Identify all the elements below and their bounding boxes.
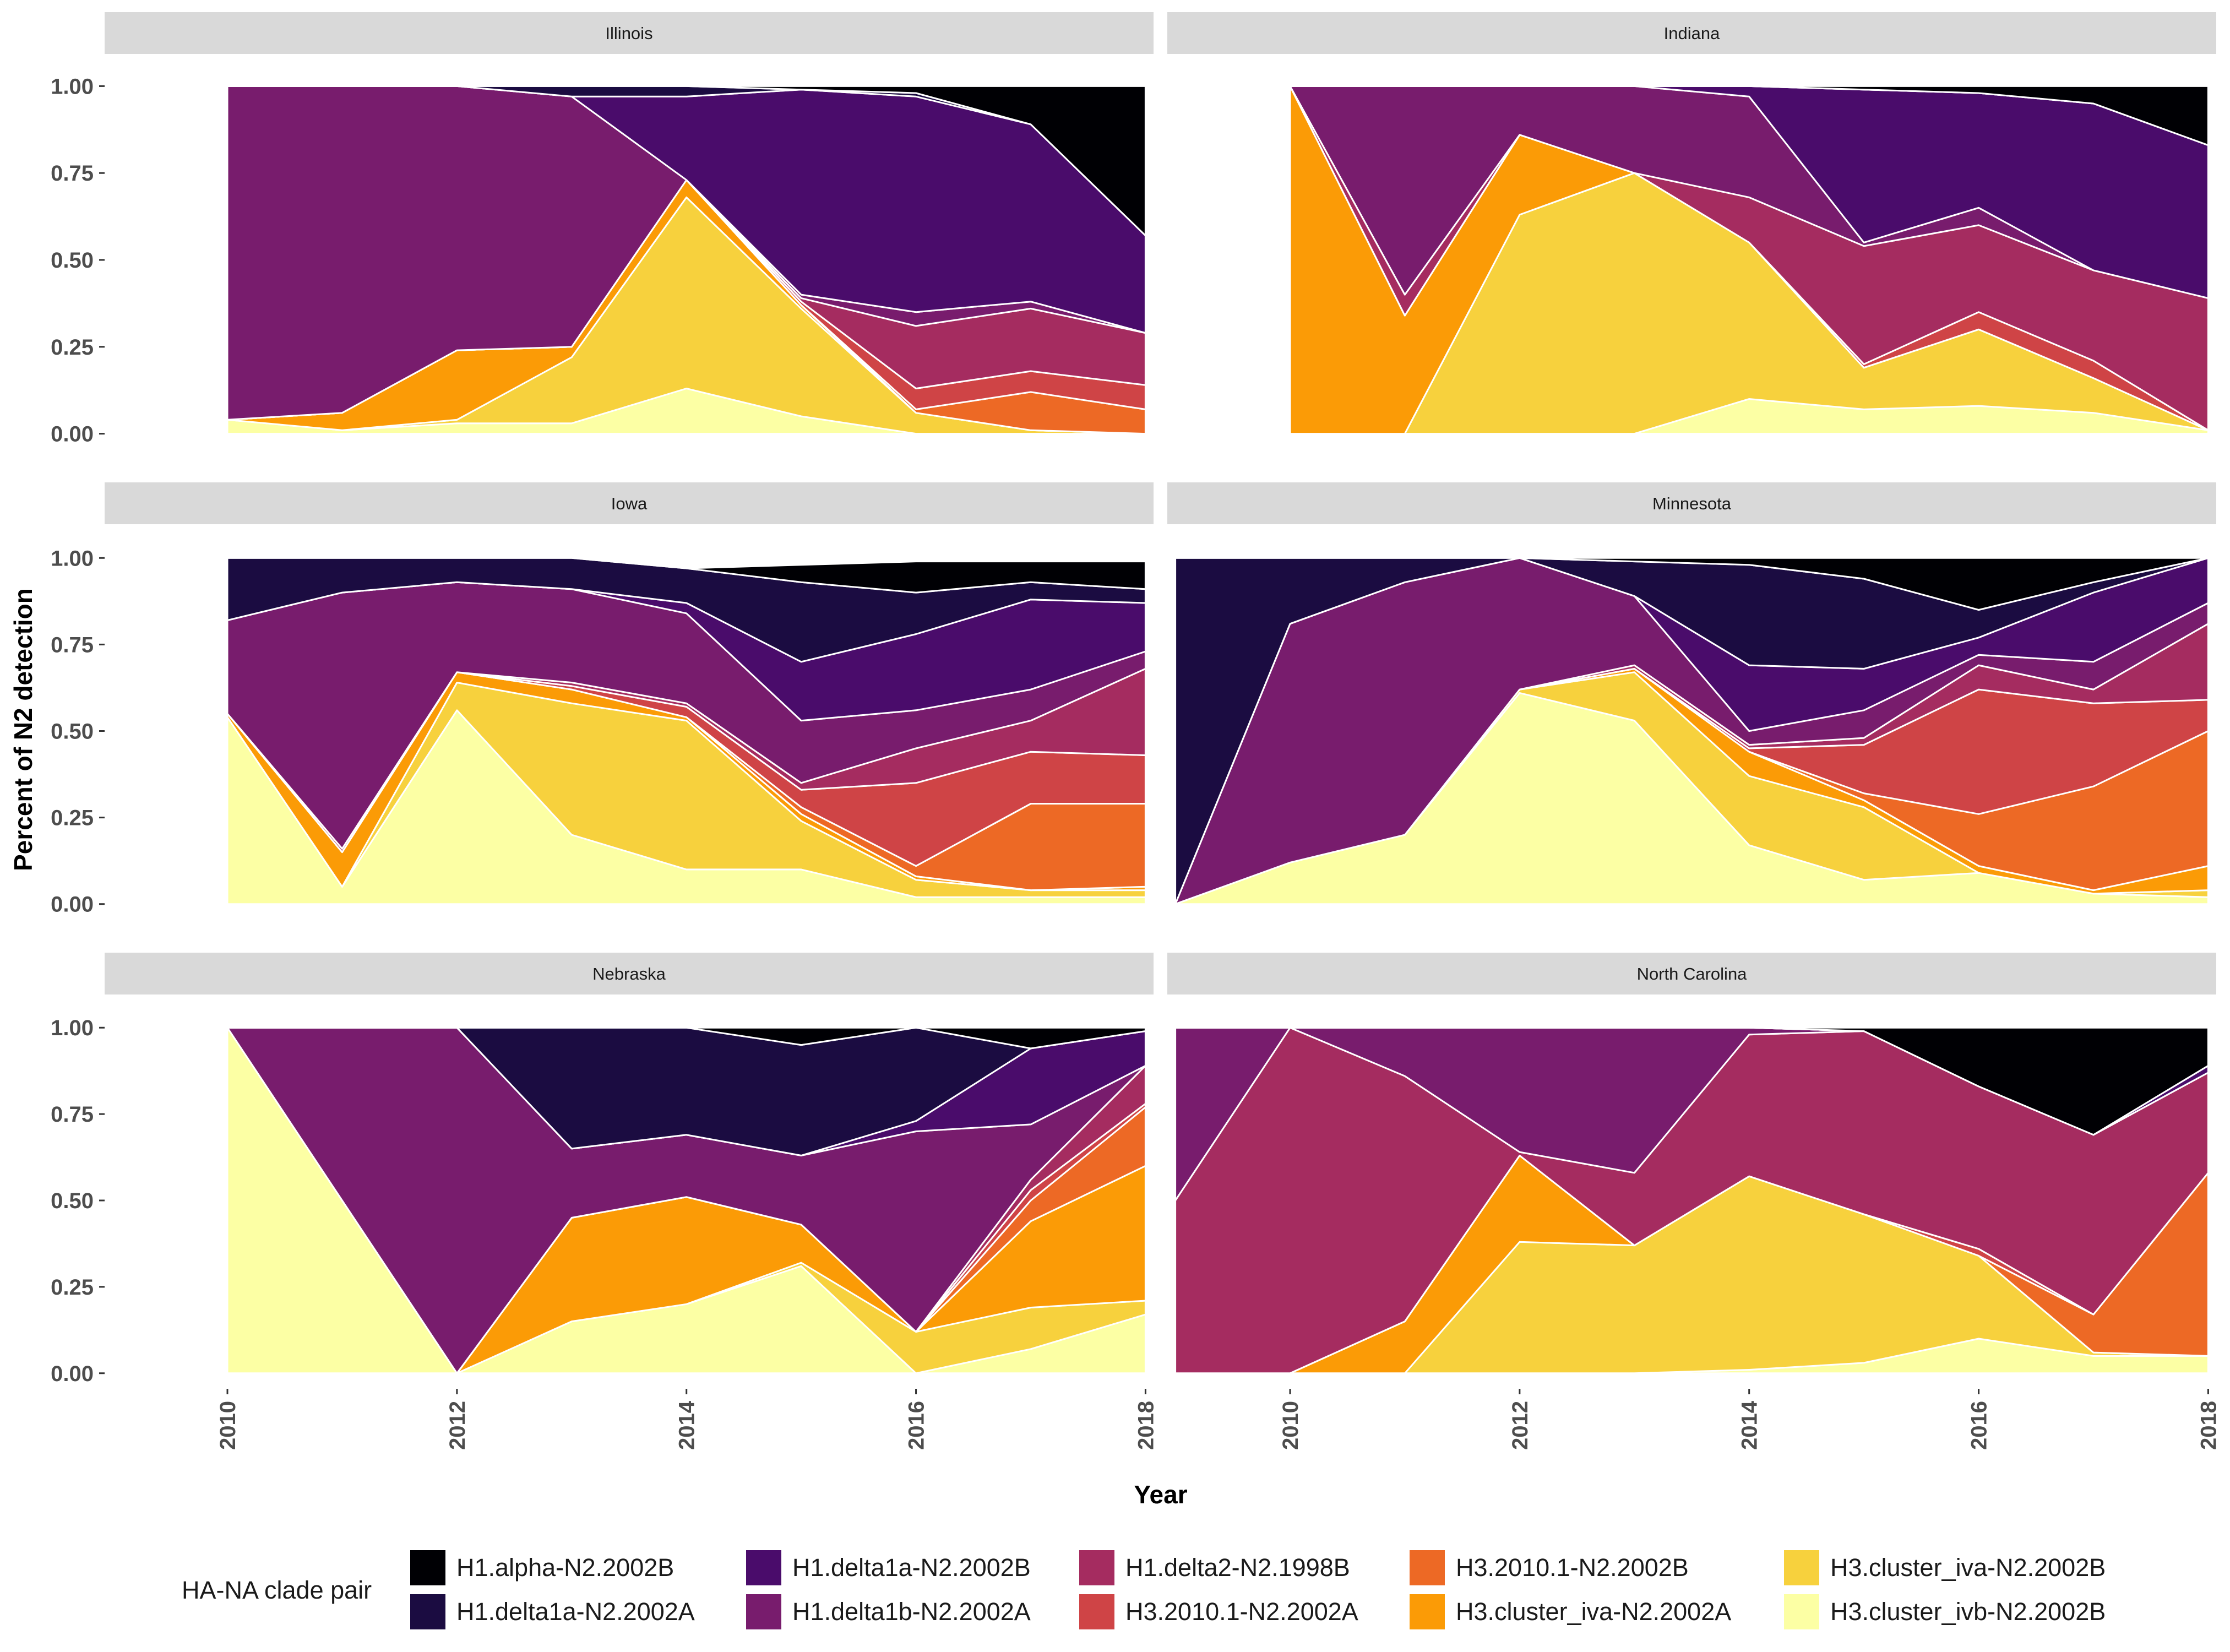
panel-strip bbox=[1167, 482, 2216, 524]
panel-title: Indiana bbox=[1664, 24, 1720, 43]
legend-label: H1.delta1a-N2.2002B bbox=[792, 1553, 1031, 1582]
legend-key bbox=[1079, 1550, 1114, 1585]
legend-label: H1.alpha-N2.2002B bbox=[456, 1553, 675, 1582]
panel-north-carolina: North Carolina 2010 2012 2014 2016 2018 bbox=[1167, 953, 2221, 1450]
y-tick-label: 0.75 bbox=[51, 633, 94, 657]
y-tick-label: 0.25 bbox=[51, 806, 94, 830]
y-tick-label: 1.00 bbox=[51, 74, 94, 99]
y-tick-label: 0.75 bbox=[51, 161, 94, 186]
legend-item-h1-alpha-n2-2002b: H1.alpha-N2.2002B bbox=[410, 1550, 674, 1585]
panel-indiana: Indiana bbox=[1167, 12, 2216, 435]
legend-label: H1.delta1b-N2.2002A bbox=[792, 1597, 1031, 1626]
legend-item-h3-cluster-iva-n2-2002b: H3.cluster_iva-N2.2002B bbox=[1784, 1550, 2106, 1585]
panel-iowa: Iowa 0.00 0.25 0.50 0.75 1.00 bbox=[51, 482, 1154, 917]
legend-item-h1-delta1a-n2-2002a: H1.delta1a-N2.2002A bbox=[410, 1594, 695, 1629]
legend-key bbox=[1410, 1550, 1445, 1585]
y-tick-label: 0.25 bbox=[51, 335, 94, 360]
legend-key bbox=[410, 1594, 445, 1629]
legend-item-h1-delta1a-n2-2002b: H1.delta1a-N2.2002B bbox=[746, 1550, 1031, 1585]
y-tick-label: 0.00 bbox=[51, 893, 94, 917]
legend-label: H3.cluster_iva-N2.2002B bbox=[1830, 1553, 2106, 1582]
panel-title: Minnesota bbox=[1652, 494, 1732, 513]
legend-label: H3.cluster_iva-N2.2002A bbox=[1456, 1597, 1732, 1626]
legend-item-h1-delta2-n2-1998b: H1.delta2-N2.1998B bbox=[1079, 1550, 1350, 1585]
legend-key bbox=[746, 1550, 781, 1585]
x-tick-label: 2016 bbox=[1967, 1401, 1992, 1450]
legend-key bbox=[1410, 1594, 1445, 1629]
panel-illinois: Illinois 0.00 0.25 0.50 0.75 1.00 bbox=[51, 12, 1154, 447]
legend-item-h3-cluster-iva-n2-2002a: H3.cluster_iva-N2.2002A bbox=[1410, 1594, 1731, 1629]
area-h1-alpha-n2-2002b bbox=[226, 85, 1146, 237]
area-h1-alpha-n2-2002b bbox=[1174, 557, 2209, 611]
legend-key bbox=[410, 1550, 445, 1585]
y-tick-label: 0.25 bbox=[51, 1275, 94, 1300]
x-tick-label: 2016 bbox=[905, 1401, 929, 1450]
legend-item-h3-2010-1-n2-2002b: H3.2010.1-N2.2002B bbox=[1410, 1550, 1689, 1585]
legend-title: HA-NA clade pair bbox=[182, 1576, 372, 1604]
legend-label: H1.delta1a-N2.2002A bbox=[456, 1597, 695, 1626]
y-tick-label: 0.00 bbox=[51, 422, 94, 447]
panel-title: Illinois bbox=[605, 24, 652, 43]
area-h1-alpha-n2-2002b bbox=[226, 557, 1146, 594]
legend-label: H3.cluster_ivb-N2.2002B bbox=[1830, 1597, 2106, 1626]
legend-label: H3.2010.1-N2.2002B bbox=[1456, 1553, 1689, 1582]
y-tick-label: 0.50 bbox=[51, 720, 94, 744]
y-axis-title: Percent of N2 detection bbox=[9, 588, 37, 871]
x-tick-label: 2018 bbox=[1134, 1401, 1158, 1450]
y-tick-label: 0.50 bbox=[51, 248, 94, 273]
x-tick-label: 2012 bbox=[445, 1401, 470, 1450]
legend-item-h1-delta1b-n2-2002a: H1.delta1b-N2.2002A bbox=[746, 1594, 1031, 1629]
y-tick-label: 1.00 bbox=[51, 546, 94, 570]
panel-strip bbox=[105, 953, 1154, 995]
panel-title: North Carolina bbox=[1637, 964, 1748, 983]
panel-strip bbox=[105, 12, 1154, 54]
y-tick-label: 1.00 bbox=[51, 1016, 94, 1040]
panel-strip bbox=[105, 482, 1154, 524]
y-tick-label: 0.75 bbox=[51, 1102, 94, 1127]
panel-minnesota: Minnesota bbox=[1167, 482, 2216, 905]
legend-key bbox=[1079, 1594, 1114, 1629]
area-h1-alpha-n2-2002b bbox=[1289, 85, 2209, 146]
y-tick-label: 0.00 bbox=[51, 1362, 94, 1386]
panel-nebraska: Nebraska 0.00 0.25 0.50 0.75 1.00 2010 2012 2014… bbox=[51, 953, 1158, 1450]
legend-key bbox=[746, 1594, 781, 1629]
x-tick-label: 2014 bbox=[1738, 1400, 1762, 1450]
panel-title: Iowa bbox=[611, 494, 648, 513]
x-axis-title: Year bbox=[1134, 1480, 1187, 1509]
legend-label: H1.delta2-N2.1998B bbox=[1125, 1553, 1350, 1582]
x-tick-label: 2018 bbox=[2196, 1401, 2221, 1450]
legend-label: H3.2010.1-N2.2002A bbox=[1125, 1597, 1358, 1626]
x-tick-label: 2012 bbox=[1508, 1401, 1532, 1450]
x-tick-label: 2010 bbox=[216, 1401, 240, 1450]
panel-strip bbox=[1167, 953, 2216, 995]
legend-key bbox=[1784, 1594, 1819, 1629]
area-h1-alpha-n2-2002b bbox=[1174, 1026, 2209, 1136]
panel-strip bbox=[1167, 12, 2216, 54]
area-h1-alpha-n2-2002b bbox=[226, 1026, 1146, 1050]
x-tick-label: 2014 bbox=[675, 1400, 699, 1450]
panel-title: Nebraska bbox=[592, 964, 666, 983]
legend-key bbox=[1784, 1550, 1819, 1585]
legend-item-h3-cluster-ivb-n2-2002b: H3.cluster_ivb-N2.2002B bbox=[1784, 1594, 2106, 1629]
legend: HA-NA clade pair H1.alpha-N2.2002B H1.del… bbox=[0, 1542, 2230, 1635]
y-tick-label: 0.50 bbox=[51, 1189, 94, 1213]
legend-item-h3-2010-1-n2-2002a: H3.2010.1-N2.2002A bbox=[1079, 1594, 1358, 1629]
x-tick-label: 2010 bbox=[1279, 1401, 1303, 1450]
faceted-area-chart: Illinois 0.00 0.25 0.50 0.75 1.00 Indiana Iowa 0… bbox=[9, 12, 2221, 1509]
